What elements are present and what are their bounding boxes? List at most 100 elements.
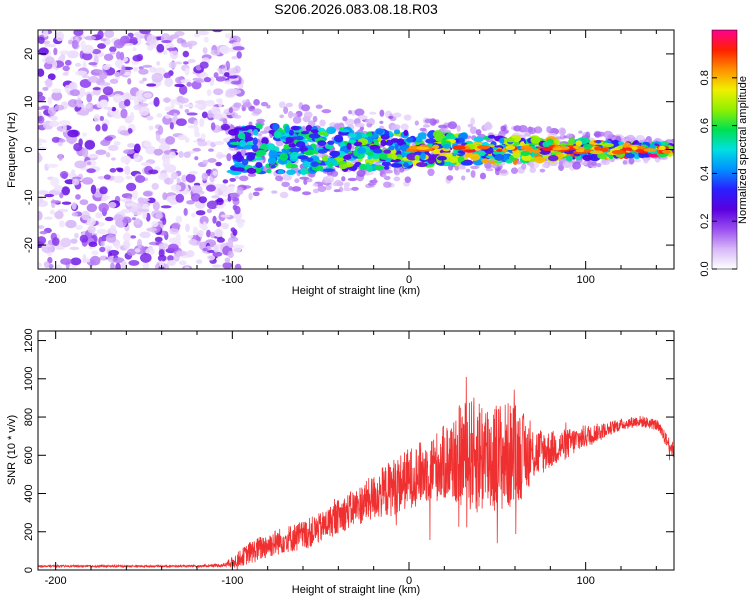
noise-blob [38, 68, 45, 77]
noise-blob [112, 114, 124, 119]
noise-blob [52, 237, 60, 247]
noise-blob [53, 47, 58, 56]
bottom-x-tick-label: 0 [406, 575, 412, 587]
noise-blob [50, 177, 60, 187]
noise-blob [122, 92, 132, 102]
noise-blob [189, 170, 198, 175]
noise-blob [82, 52, 93, 61]
signal-halo [291, 113, 298, 117]
noise-blob [176, 250, 187, 257]
noise-blob [47, 256, 53, 264]
noise-blob [221, 222, 230, 230]
noise-blob [44, 193, 55, 198]
signal-hotspot [416, 146, 430, 150]
noise-blob [45, 78, 53, 88]
noise-blob [111, 157, 116, 161]
noise-blob [100, 139, 111, 146]
signal-blob [310, 129, 319, 134]
noise-blob [133, 66, 139, 72]
noise-blob [38, 95, 46, 102]
noise-blob [54, 264, 62, 269]
noise-blob [126, 248, 137, 256]
noise-blob [81, 210, 91, 221]
noise-blob [88, 62, 98, 66]
signal-blob [248, 153, 256, 161]
signal-blob [346, 142, 352, 150]
noise-blob [70, 169, 76, 177]
noise-blob [89, 255, 101, 266]
noise-blob [175, 233, 182, 242]
noise-blob [188, 238, 198, 245]
signal-halo [247, 173, 257, 177]
signal-halo [500, 125, 507, 132]
noise-blob [185, 250, 195, 258]
noise-blob [60, 237, 72, 248]
noise-blob [178, 260, 187, 266]
signal-halo [266, 104, 271, 109]
signal-blob [240, 126, 249, 131]
colorbar-tick-label: 0.2 [699, 214, 711, 229]
noise-blob [215, 161, 222, 167]
noise-blob [82, 147, 89, 158]
noise-blob [114, 241, 121, 249]
signal-blob [295, 135, 304, 141]
noise-blob [191, 80, 202, 90]
noise-blob [183, 61, 189, 65]
signal-blob [229, 141, 242, 145]
signal-blob [356, 147, 367, 154]
noise-blob [126, 182, 137, 192]
noise-blob [38, 111, 42, 117]
signal-halo [348, 109, 353, 115]
signal-blob [354, 132, 363, 141]
signal-halo [459, 166, 467, 170]
signal-halo [321, 109, 332, 114]
signal-blob [268, 150, 278, 159]
bottom-x-tick-label: -100 [221, 575, 243, 587]
signal-hotspot [594, 146, 602, 151]
noise-blob [195, 259, 203, 264]
noise-blob [61, 201, 72, 205]
noise-blob [211, 264, 222, 268]
noise-blob [64, 59, 72, 66]
signal-halo [392, 112, 402, 118]
noise-blob [122, 239, 131, 250]
signal-halo [404, 176, 412, 183]
signal-blob [329, 150, 341, 157]
signal-blob [297, 155, 309, 160]
noise-blob [137, 208, 150, 213]
signal-halo [324, 185, 332, 191]
signal-blob [666, 145, 674, 151]
noise-blob [100, 241, 105, 247]
noise-blob [185, 223, 190, 233]
noise-blob [122, 208, 130, 213]
noise-blob [193, 119, 199, 126]
noise-blob [184, 108, 190, 114]
noise-blob [85, 103, 92, 109]
signal-blob [255, 149, 267, 157]
noise-blob [107, 144, 119, 152]
noise-blob [112, 257, 125, 264]
signal-halo [447, 121, 458, 130]
noise-blob [95, 124, 101, 132]
noise-blob [38, 210, 43, 221]
noise-blob [49, 209, 56, 215]
signal-halo [357, 115, 368, 120]
signal-halo [438, 124, 448, 129]
noise-blob [213, 140, 225, 146]
noise-blob [103, 106, 113, 110]
signal-blob [420, 135, 427, 140]
signal-blob [270, 164, 276, 169]
signal-blob [449, 157, 458, 164]
noise-blob [166, 47, 178, 51]
noise-blob [86, 93, 93, 103]
noise-blob [128, 259, 140, 266]
noise-blob [174, 83, 185, 88]
noise-blob [151, 220, 159, 228]
noise-blob [100, 99, 109, 108]
noise-blob [237, 220, 244, 229]
signal-halo [475, 129, 482, 136]
noise-blob [97, 175, 106, 180]
noise-blob [212, 215, 217, 224]
signal-blob [384, 130, 390, 138]
